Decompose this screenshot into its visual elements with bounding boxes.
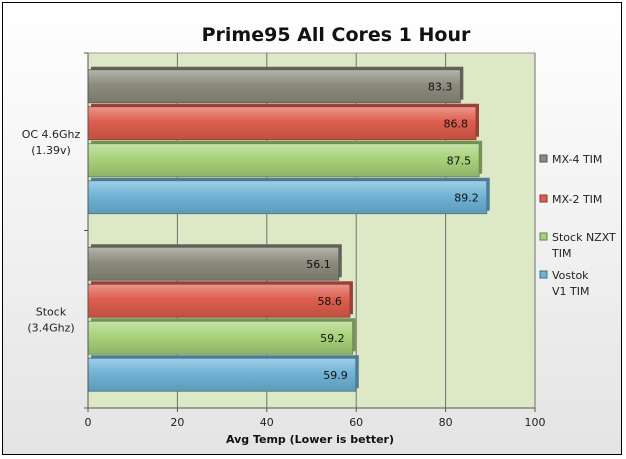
bar <box>87 357 357 392</box>
legend-swatch <box>539 194 548 203</box>
data-label: 59.2 <box>320 332 345 345</box>
x-tick-label: 60 <box>349 416 363 429</box>
bar <box>87 320 354 355</box>
data-label: 59.9 <box>323 369 348 382</box>
data-label: 58.6 <box>317 295 342 308</box>
legend-label: V1 TIM <box>552 285 589 298</box>
chart-title: Prime95 All Cores 1 Hour <box>202 24 471 46</box>
legend-swatch <box>539 154 548 163</box>
legend-label: Vostok <box>552 269 589 282</box>
data-label: 89.2 <box>454 191 479 204</box>
legend-label: TIM <box>551 247 571 260</box>
data-label: 56.1 <box>306 258 331 271</box>
bar <box>87 69 461 104</box>
bar <box>87 143 480 178</box>
bar <box>87 106 477 141</box>
bar <box>87 180 488 215</box>
data-label: 86.8 <box>443 117 468 130</box>
legend-swatch <box>539 270 548 279</box>
x-tick-label: 80 <box>439 416 453 429</box>
category-label: Stock <box>36 305 67 318</box>
category-label: OC 4.6Ghz <box>22 128 81 141</box>
x-tick-label: 100 <box>525 416 546 429</box>
legend-label: Stock NZXT <box>552 231 616 244</box>
legend-label: MX-4 TIM <box>552 153 602 166</box>
bar <box>87 283 351 318</box>
x-tick-label: 20 <box>170 416 184 429</box>
x-tick-label: 0 <box>85 416 92 429</box>
legend-label: MX-2 TIM <box>552 193 602 206</box>
category-label: (3.4Ghz) <box>27 321 74 334</box>
data-label: 83.3 <box>428 80 453 93</box>
category-label: (1.39v) <box>31 144 71 157</box>
chart-frame: Prime95 All Cores 1 Hour 83.3 86.8 87.5 89.… <box>2 2 622 455</box>
bar-chart: Prime95 All Cores 1 Hour 83.3 86.8 87.5 89.… <box>22 24 616 446</box>
data-label: 87.5 <box>447 154 472 167</box>
legend-swatch <box>539 232 548 241</box>
bar <box>87 246 340 281</box>
x-axis-title: Avg Temp (Lower is better) <box>226 433 394 446</box>
x-tick-label: 40 <box>260 416 274 429</box>
